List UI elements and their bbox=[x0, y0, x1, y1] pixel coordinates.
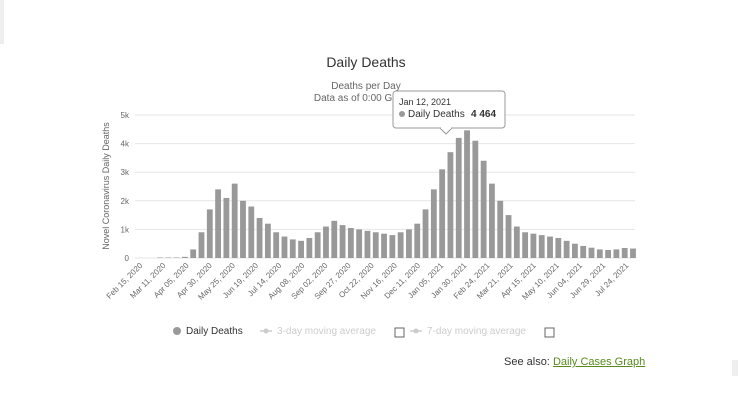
chart-subtitle-line1: Deaths per Day bbox=[331, 81, 400, 92]
legend-label-7-day: 7-day moving average bbox=[427, 326, 526, 337]
bar[interactable] bbox=[497, 200, 504, 258]
bar[interactable] bbox=[596, 249, 603, 258]
bar[interactable] bbox=[198, 232, 205, 258]
bar[interactable] bbox=[323, 226, 329, 258]
see-also: See also: Daily Cases Graph bbox=[504, 356, 645, 368]
checkbox-7-day[interactable] bbox=[544, 327, 555, 338]
bar[interactable] bbox=[630, 248, 636, 258]
legend-marker-daily-deaths bbox=[173, 327, 181, 335]
legend-item-3-day-average[interactable]: 3-day moving average bbox=[260, 326, 376, 337]
right-edge-mark bbox=[732, 360, 738, 376]
bar[interactable] bbox=[314, 232, 321, 258]
bar[interactable] bbox=[381, 233, 387, 258]
bar[interactable] bbox=[240, 200, 246, 258]
y-axis-ticks: 0 1k 2k 3k 4k 5k bbox=[121, 111, 130, 263]
chart-title: Daily Deaths bbox=[326, 54, 405, 70]
legend-label-daily-deaths: Daily Deaths bbox=[186, 326, 243, 337]
see-also-prefix: See also: bbox=[504, 356, 550, 368]
bar[interactable] bbox=[264, 223, 271, 258]
y-axis-label: Novel Coronavirus Daily Deaths bbox=[101, 122, 111, 250]
bar[interactable] bbox=[455, 137, 462, 258]
bar[interactable] bbox=[414, 223, 421, 258]
left-edge-mark bbox=[0, 0, 4, 44]
legend-item-daily-deaths[interactable]: Daily Deaths bbox=[173, 326, 243, 337]
bar[interactable] bbox=[563, 240, 570, 258]
bar[interactable] bbox=[306, 237, 313, 258]
legend-marker-3-day bbox=[263, 328, 269, 334]
bar[interactable] bbox=[397, 232, 404, 258]
legend-item-7-day-average[interactable]: 7-day moving average bbox=[410, 326, 526, 337]
bar[interactable] bbox=[298, 240, 304, 258]
bar[interactable] bbox=[206, 209, 213, 258]
bar[interactable] bbox=[422, 209, 429, 258]
bar[interactable] bbox=[447, 152, 454, 258]
bar[interactable] bbox=[273, 232, 280, 258]
bars bbox=[157, 130, 636, 258]
bar[interactable] bbox=[372, 232, 379, 258]
bar[interactable] bbox=[190, 249, 197, 258]
legend-label-3-day: 3-day moving average bbox=[277, 326, 376, 337]
tooltip-pointer bbox=[439, 127, 453, 135]
bar[interactable] bbox=[439, 169, 446, 258]
bar[interactable] bbox=[389, 235, 396, 258]
bar[interactable] bbox=[547, 236, 553, 258]
bar[interactable] bbox=[613, 249, 620, 258]
bar[interactable] bbox=[513, 226, 520, 258]
bar[interactable] bbox=[347, 227, 354, 258]
bar[interactable] bbox=[215, 189, 221, 258]
bar[interactable] bbox=[364, 230, 371, 258]
legend: Daily Deaths 3-day moving average 7-day … bbox=[173, 326, 555, 338]
bar[interactable] bbox=[231, 183, 238, 258]
bar[interactable] bbox=[289, 239, 296, 258]
y-tick-label: 2k bbox=[121, 197, 130, 206]
bar[interactable] bbox=[605, 249, 612, 258]
bar[interactable] bbox=[538, 235, 545, 258]
daily-cases-graph-link[interactable]: Daily Cases Graph bbox=[552, 356, 646, 368]
bar[interactable] bbox=[588, 247, 595, 258]
bar[interactable] bbox=[165, 257, 172, 259]
bar[interactable] bbox=[430, 189, 437, 258]
bar[interactable] bbox=[580, 245, 587, 258]
bar[interactable] bbox=[472, 140, 479, 258]
bar[interactable] bbox=[406, 229, 412, 258]
bar[interactable] bbox=[248, 206, 255, 258]
tooltip-pointer-mask bbox=[441, 126, 451, 129]
bar[interactable] bbox=[181, 256, 188, 258]
chart-subtitle-line2: Data as of 0:00 GMT+8 bbox=[314, 93, 419, 104]
tooltip-value: 4 464 bbox=[471, 109, 496, 120]
bar[interactable] bbox=[555, 237, 562, 258]
bar[interactable] bbox=[522, 232, 529, 258]
bar[interactable] bbox=[256, 217, 263, 258]
bar[interactable] bbox=[356, 229, 363, 258]
bar[interactable] bbox=[489, 183, 495, 258]
bar[interactable] bbox=[157, 257, 163, 259]
tooltip-marker bbox=[399, 111, 405, 117]
bar[interactable] bbox=[173, 257, 180, 259]
tooltip: Jan 12, 2021 Daily Deaths 4 464 bbox=[392, 90, 506, 135]
bar[interactable] bbox=[572, 243, 578, 258]
bar[interactable] bbox=[339, 225, 346, 258]
bar[interactable] bbox=[530, 233, 537, 258]
y-tick-label: 4k bbox=[121, 140, 130, 149]
legend-marker-7-day bbox=[413, 328, 419, 334]
bar[interactable] bbox=[331, 220, 338, 258]
y-tick-label: 3k bbox=[121, 168, 130, 177]
y-tick-label: 1k bbox=[121, 225, 130, 234]
y-tick-label: 0 bbox=[125, 254, 130, 263]
y-tick-label: 5k bbox=[121, 111, 130, 120]
bar[interactable] bbox=[505, 215, 512, 258]
bar[interactable] bbox=[621, 247, 628, 258]
tooltip-date: Jan 12, 2021 bbox=[399, 97, 451, 107]
bar[interactable] bbox=[281, 236, 288, 258]
bar[interactable] bbox=[223, 197, 230, 258]
tooltip-series: Daily Deaths bbox=[408, 109, 465, 120]
checkbox-3-day[interactable] bbox=[394, 327, 405, 338]
bar[interactable] bbox=[480, 160, 487, 258]
bar[interactable] bbox=[464, 130, 470, 258]
